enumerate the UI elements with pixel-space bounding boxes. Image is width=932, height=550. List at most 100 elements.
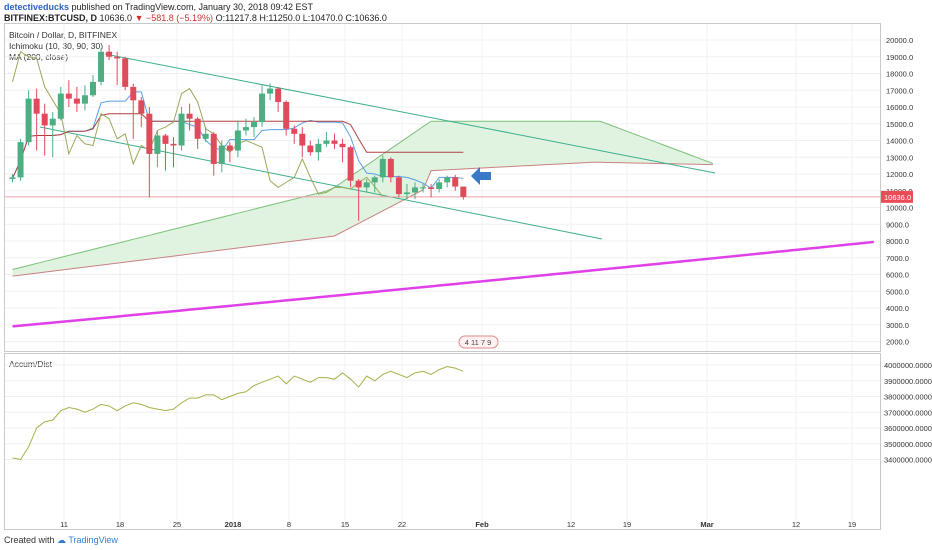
candle-body [371,177,378,183]
candle-body [65,93,72,99]
candle [146,107,153,198]
last-price-tag: 10636.0 [881,190,913,203]
author-link[interactable]: detectiveducks [4,2,70,12]
candle [130,83,137,139]
candle-body [154,135,161,154]
tradingview-link[interactable]: TradingView [68,535,118,545]
candle-body [122,58,129,87]
candle [49,112,56,158]
candle [460,186,467,200]
candle [355,179,362,221]
accumdist-legend[interactable]: Accum/Dist [9,359,52,369]
candle-body [25,98,32,143]
ad-tick-label: 3600000.0000 [884,424,932,433]
candle [81,85,88,111]
price-tick-label: 9000.0 [886,220,909,229]
candle [291,125,298,144]
ad-tick-label: 3500000.0000 [884,440,932,449]
candle [315,138,322,161]
candle-body [138,100,145,114]
candle [251,117,257,138]
time-tick-label: 15 [341,520,349,529]
candle-body [315,143,322,153]
candle-body [17,142,24,178]
time-tick-label: 12 [567,520,575,529]
candle [226,142,233,163]
price-tick-label: 20000.0 [886,36,913,45]
candle [259,85,266,128]
accumdist-line [12,366,464,461]
symbol-line: BITFINEX:BTCUSD, D 10636.0 ▼ −581.8 (−5.… [4,13,387,23]
candle-body [57,93,64,119]
candle [420,184,427,193]
candle-body [251,122,257,128]
events-badge[interactable]: 4 11 7 9 [458,335,499,349]
candle-body [98,51,105,82]
last-price: 10636.0 [99,13,133,23]
candle-body [33,98,40,114]
candle [162,133,169,171]
candle [395,175,402,198]
candle-body [202,133,209,139]
candle-body [363,182,370,188]
last-price-label: 10636.0 [884,193,911,202]
candle [41,103,48,156]
price-change: ▼ −581.8 (−5.19%) [134,13,214,23]
ichimoku-cloud [12,121,713,277]
candle-body [267,88,274,94]
candle-body [130,86,137,101]
price-tick-label: 10000.0 [886,204,913,213]
candle [428,184,435,198]
candle-body [186,113,193,119]
candle [122,56,129,91]
time-tick-label: 12 [792,520,800,529]
time-tick-label: 19 [848,520,856,529]
candle [9,174,16,183]
candle [73,86,80,113]
candle [267,83,274,101]
time-tick-label: Feb [475,520,489,529]
candle [444,175,451,188]
candle-body [436,182,443,190]
time-tick-label: 2018 [225,520,242,529]
ad-tick-label: 4000000.0000 [884,361,932,370]
candle [387,157,394,183]
price-pane[interactable] [4,23,881,352]
price-tick-label: 17000.0 [886,86,913,95]
candle-body [242,127,249,131]
ad-tick-label: 3900000.0000 [884,377,932,386]
chikou-line [12,50,384,198]
candle [106,45,113,61]
candle-body [460,186,467,197]
candle [194,117,201,149]
candle-body [379,158,386,178]
ma200-line [12,240,874,328]
candle [17,138,24,181]
ichimoku-legend[interactable]: Ichimoku (10, 30, 90, 30) [9,41,104,51]
price-tick-label: 15000.0 [886,120,913,129]
price-tick-label: 3000.0 [886,321,909,330]
publish-info: detectiveducks published on TradingView.… [4,2,313,12]
time-tick-label: Mar [700,520,713,529]
candle [33,88,40,151]
candle [379,155,386,183]
candle [299,127,306,158]
candle [178,107,185,151]
candle [412,182,418,200]
senkou-span-b [12,161,713,277]
candle-body [323,140,330,144]
candle [347,145,354,188]
candle [218,140,225,173]
candle-body [452,177,459,187]
ad-tick-label: 3400000.0000 [884,456,932,465]
price-tick-label: 8000.0 [886,237,909,246]
candle [307,140,314,156]
candle [25,90,32,146]
accumdist-pane[interactable] [4,353,881,530]
candle [339,138,346,163]
price-tick-label: 13000.0 [886,153,913,162]
candle-body [226,145,233,151]
candle [65,80,72,107]
price-tick-label: 6000.0 [886,271,909,280]
